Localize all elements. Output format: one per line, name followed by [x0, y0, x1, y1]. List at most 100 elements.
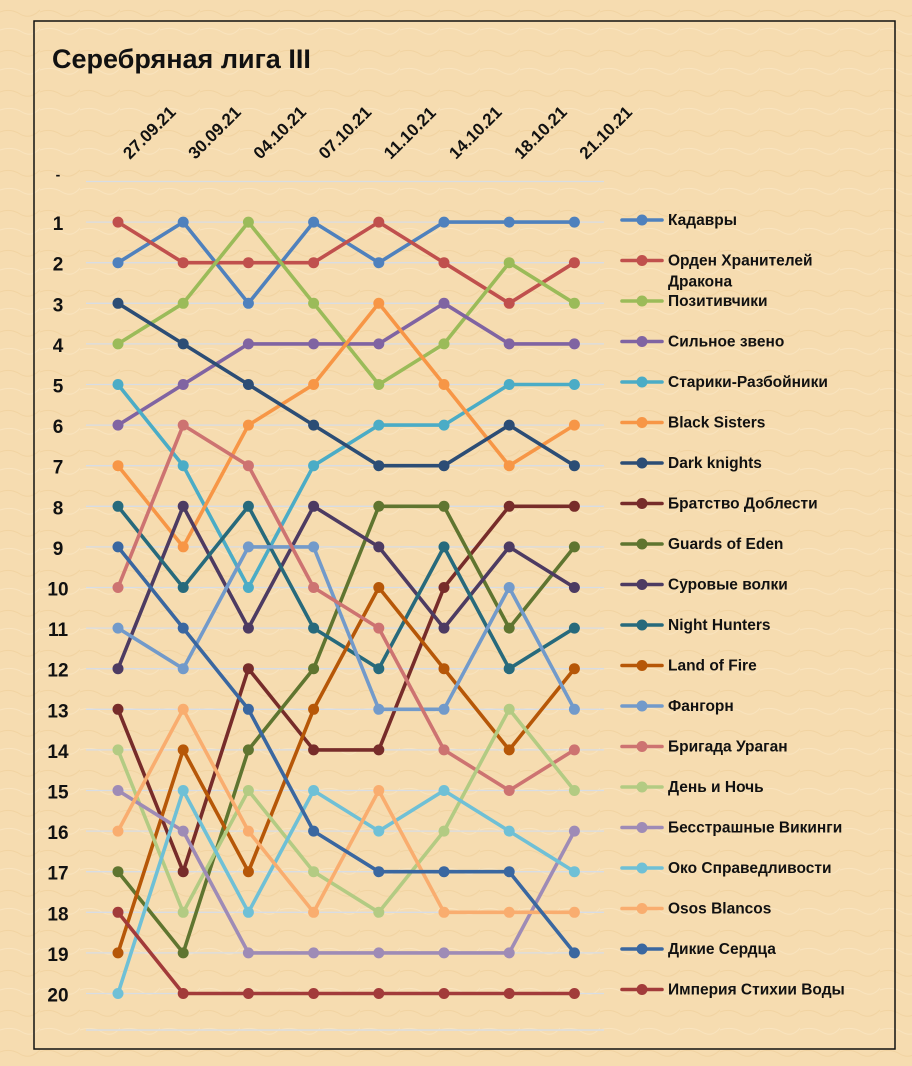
data-point	[373, 947, 385, 959]
legend-label: Бригада Ураган	[668, 739, 788, 756]
data-point	[112, 419, 124, 431]
legend-label: Орден Хранителей Дракона	[668, 253, 813, 291]
data-point	[177, 297, 189, 309]
legend-label: Night Hunters	[668, 617, 770, 634]
series-line	[116, 788, 577, 996]
y-tick-label: 8	[53, 498, 64, 519]
data-point	[308, 988, 320, 999]
data-point	[308, 825, 320, 837]
legend: Кадавры Орден Хранителей Дракона Позитивчик…	[620, 212, 845, 999]
y-tick-label: 1	[53, 214, 64, 235]
legend-label: Black Sisters	[668, 415, 765, 432]
legend-swatch-marker	[636, 214, 648, 226]
data-point	[568, 703, 580, 715]
data-point	[242, 582, 254, 593]
series	[112, 541, 580, 715]
data-point	[438, 622, 450, 634]
data-point	[568, 785, 580, 796]
data-point	[373, 988, 385, 999]
legend-swatch-marker	[636, 336, 648, 347]
data-point	[112, 500, 124, 512]
data-point	[177, 338, 189, 350]
data-point	[242, 500, 254, 512]
data-point	[503, 663, 515, 675]
chart-border	[33, 20, 896, 1050]
series	[112, 419, 580, 796]
data-point	[242, 622, 254, 634]
legend-item: Суровые волки	[620, 577, 788, 594]
series	[112, 500, 580, 675]
data-point	[112, 947, 124, 959]
data-point	[308, 541, 320, 553]
data-point	[373, 622, 385, 634]
data-point	[373, 825, 385, 837]
series	[112, 785, 580, 999]
data-point	[242, 338, 254, 350]
data-point	[438, 541, 450, 553]
data-point	[568, 582, 580, 593]
legend-swatch-marker	[636, 255, 648, 266]
data-point	[112, 379, 124, 390]
y-tick-label: -	[56, 167, 61, 183]
series-line	[116, 788, 577, 955]
data-point	[438, 744, 450, 756]
y-tick-label: 7	[53, 458, 64, 479]
data-point	[177, 541, 189, 553]
legend-label: День и Ночь	[668, 779, 764, 796]
data-point	[373, 460, 385, 472]
data-point	[177, 622, 189, 634]
data-point	[438, 866, 450, 878]
chart-title: Серебряная лига III	[52, 44, 311, 74]
data-point	[373, 541, 385, 553]
data-point	[373, 216, 385, 228]
y-tick-label: 10	[47, 580, 68, 601]
legend-label: Позитивчики	[668, 293, 768, 310]
data-point	[503, 500, 515, 512]
data-point	[112, 257, 124, 269]
series-line	[116, 504, 577, 671]
data-point	[438, 419, 450, 431]
legend-item: Око Справедливости	[620, 860, 832, 877]
data-point	[568, 541, 580, 553]
data-point	[308, 460, 320, 472]
data-point	[503, 785, 515, 796]
series-lines	[112, 216, 580, 999]
y-tick-label: 11	[48, 620, 69, 641]
data-point	[568, 947, 580, 959]
legend-swatch-marker	[636, 295, 648, 307]
legend-label: Кадавры	[668, 212, 737, 229]
data-point	[177, 379, 189, 390]
legend-label: Суровые волки	[668, 577, 788, 594]
legend-swatch-marker	[636, 498, 648, 509]
data-point	[568, 744, 580, 756]
y-tick-label: 4	[53, 336, 64, 357]
data-point	[503, 338, 515, 350]
legend-item: День и Ночь	[620, 779, 764, 796]
legend-item: Бесстрашные Викинги	[620, 820, 842, 837]
data-point	[308, 257, 320, 269]
data-point	[503, 866, 515, 878]
data-point	[242, 297, 254, 309]
data-point	[438, 663, 450, 675]
legend-swatch-marker	[636, 862, 648, 874]
data-point	[177, 947, 189, 959]
y-tick-label: 15	[47, 783, 69, 804]
data-point	[503, 947, 515, 959]
data-point	[438, 906, 450, 918]
data-point	[308, 663, 320, 675]
legend-swatch-marker	[636, 984, 648, 995]
legend-item: Дикие Сердца	[620, 941, 776, 958]
y-tick-label: 13	[47, 701, 68, 722]
data-point	[503, 419, 515, 431]
legend-swatch-marker	[636, 741, 648, 752]
data-point	[503, 744, 515, 756]
y-tick-label: 12	[47, 661, 68, 682]
data-point	[112, 906, 124, 918]
data-point	[177, 460, 189, 472]
data-point	[438, 460, 450, 472]
legend-swatch-marker	[636, 538, 648, 550]
y-tick-label: 3	[53, 295, 64, 316]
legend-item: Орден Хранителей Дракона	[620, 253, 813, 291]
data-point	[438, 338, 450, 350]
data-point	[503, 379, 515, 390]
